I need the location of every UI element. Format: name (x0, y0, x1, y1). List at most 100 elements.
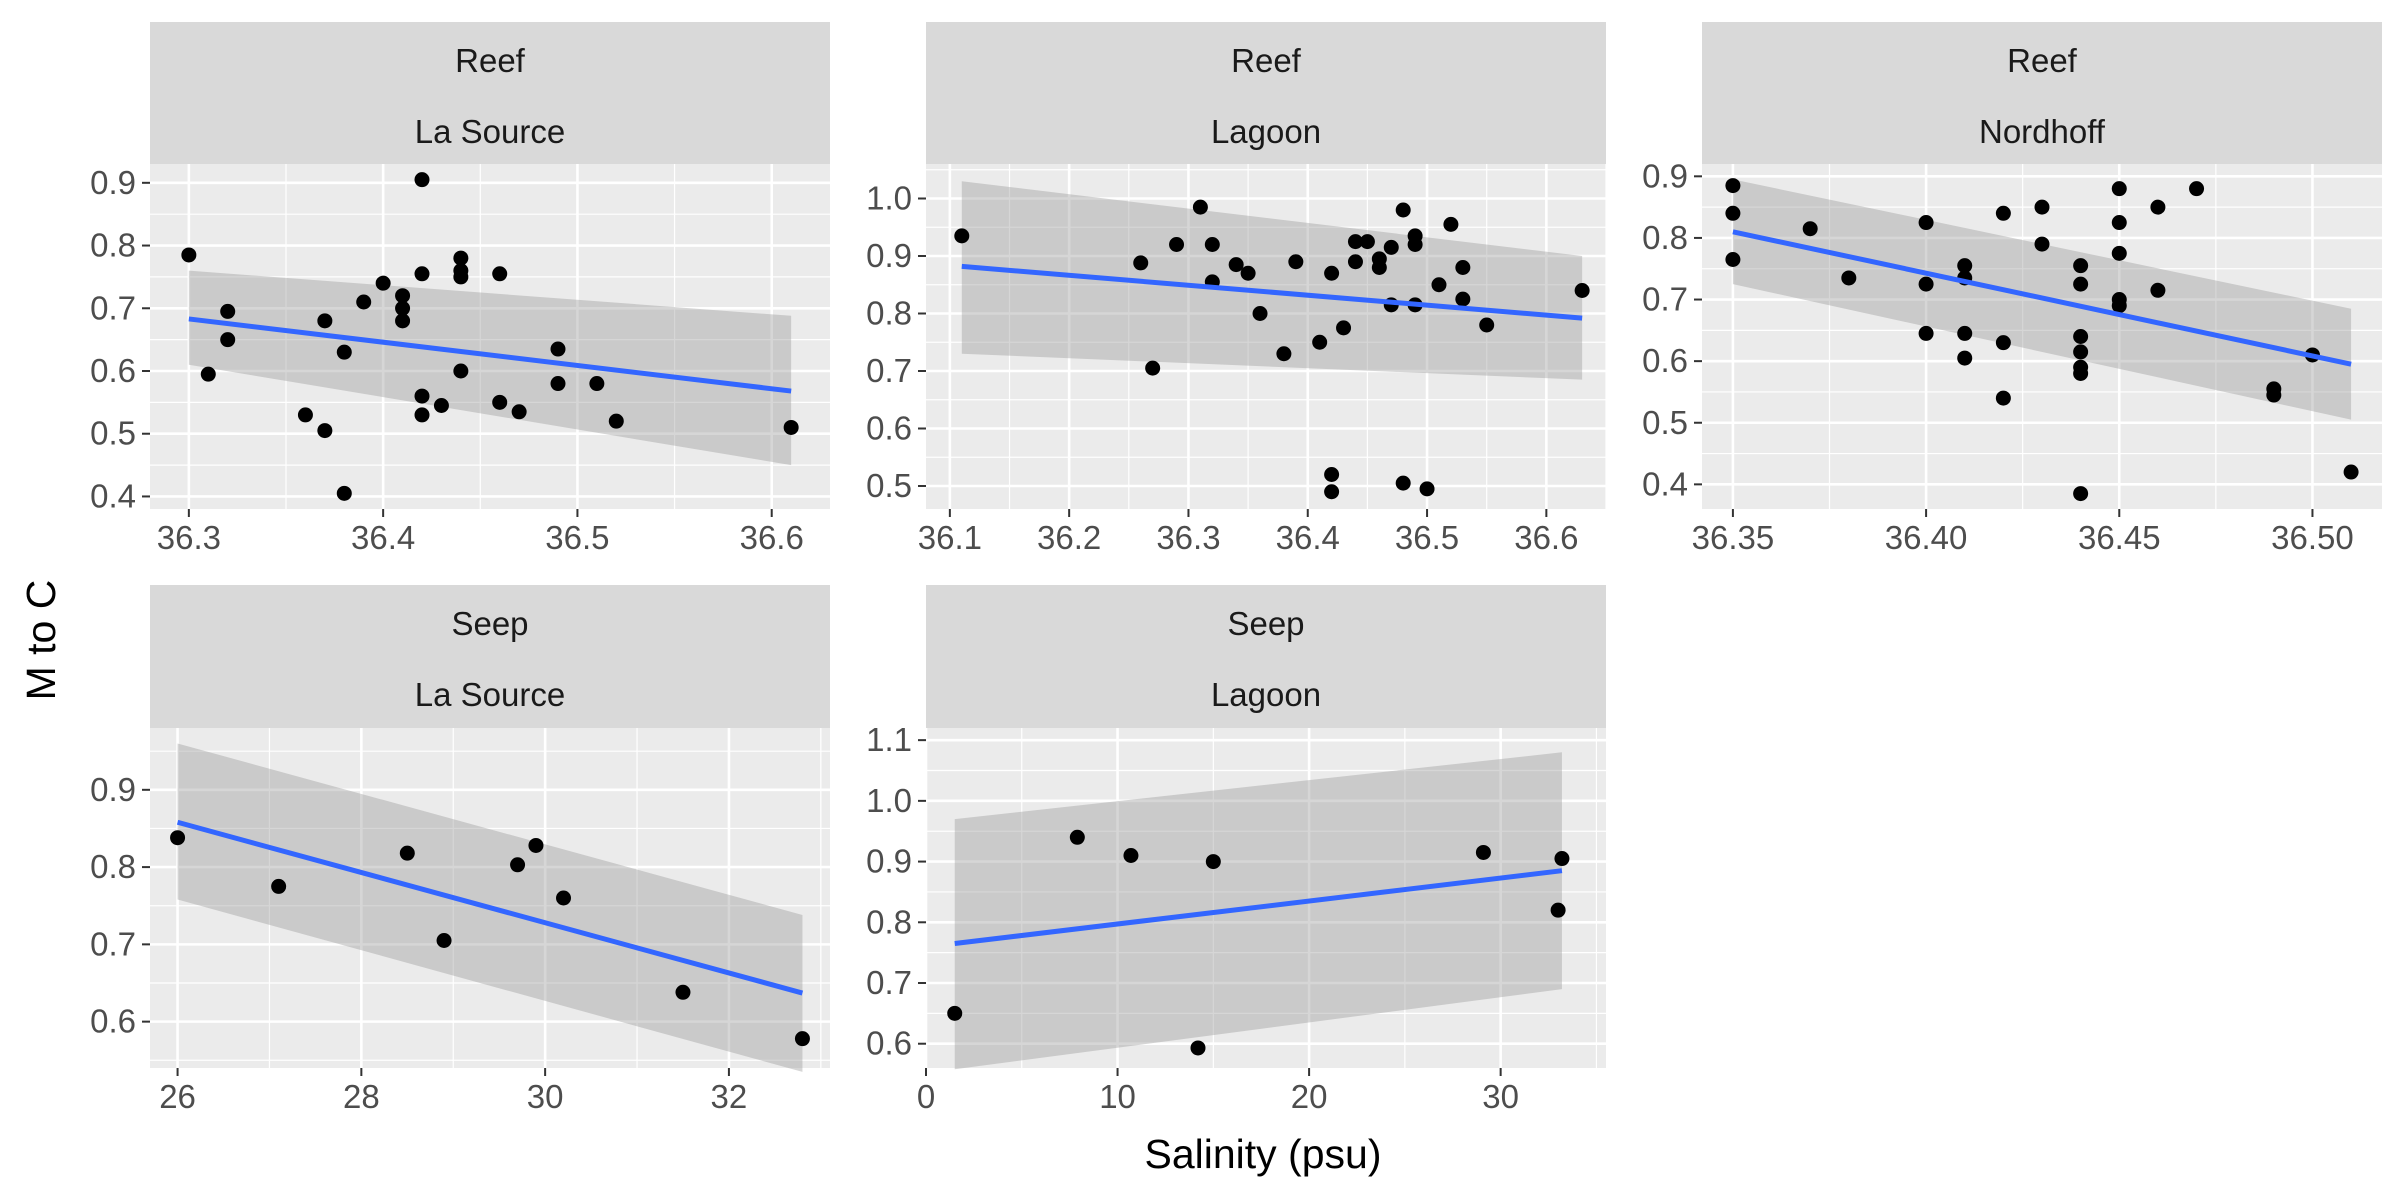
facet-strip (1702, 22, 2382, 164)
facet-strip-label-top: Reef (1231, 42, 1302, 79)
panel-background (926, 728, 1606, 1068)
data-point (2034, 236, 2050, 252)
data-point (510, 857, 526, 873)
data-point (954, 228, 970, 244)
data-point (2189, 181, 2205, 197)
x-tick-label: 36.1 (918, 519, 982, 556)
y-axis-title: M to C (18, 580, 64, 701)
data-point (1554, 851, 1570, 867)
confidence-ribbon (188, 270, 792, 466)
data-point (1957, 258, 1973, 274)
data-point (200, 366, 216, 382)
x-tick-label: 0 (917, 1078, 935, 1115)
facet-strip (150, 585, 830, 728)
y-tick-label: 1.1 (866, 721, 912, 758)
facet-strip (926, 22, 1606, 164)
x-axis-title: Salinity (psu) (1145, 1131, 1382, 1177)
data-point (356, 294, 372, 310)
x-tick-label: 36.6 (740, 519, 804, 556)
y-tick-label: 0.9 (90, 771, 136, 808)
data-point (414, 388, 430, 404)
data-point (2266, 387, 2282, 403)
facet-strip-label-bottom: La Source (415, 113, 565, 150)
x-tick-label: 30 (527, 1078, 564, 1115)
data-point (2150, 282, 2166, 298)
data-point (1995, 335, 2011, 351)
x-tick-label: 36.3 (157, 519, 221, 556)
panel-background (1702, 164, 2382, 509)
x-tick-label: 36.4 (351, 519, 415, 556)
data-point (220, 303, 236, 319)
data-point (1455, 291, 1471, 307)
data-point (1479, 317, 1495, 333)
x-tick-label: 30 (1482, 1078, 1519, 1115)
y-tick-label: 1.0 (866, 782, 912, 819)
data-point (414, 407, 430, 423)
data-point (1312, 334, 1328, 350)
y-tick-label: 0.8 (866, 295, 912, 332)
data-point (414, 266, 430, 282)
y-tick-label: 0.9 (90, 164, 136, 201)
data-point (1841, 270, 1857, 286)
y-tick-label: 0.8 (90, 227, 136, 264)
y-tick-label: 0.8 (90, 848, 136, 885)
x-tick-label: 26 (159, 1078, 196, 1115)
data-point (2034, 199, 2050, 215)
y-tick-label: 0.6 (866, 410, 912, 447)
y-tick-label: 0.7 (866, 352, 912, 389)
data-point (1240, 265, 1256, 281)
data-point (1802, 221, 1818, 237)
facet-strip-label-top: Seep (451, 605, 528, 642)
data-point (433, 398, 449, 413)
data-point (395, 288, 411, 304)
gridlines (150, 164, 830, 509)
data-point (181, 247, 197, 263)
confidence-ribbon (954, 752, 1562, 1070)
data-point (1324, 467, 1340, 482)
data-point (1383, 239, 1399, 255)
data-point (2073, 486, 2089, 502)
data-point (1069, 829, 1085, 845)
panel-background (150, 728, 830, 1068)
x-tick-label: 36.2 (1037, 519, 1101, 556)
data-point (1205, 854, 1221, 870)
data-point (492, 266, 508, 282)
points (947, 829, 1570, 1056)
facet-strip-label-top: Reef (455, 42, 526, 79)
data-point (453, 250, 469, 266)
data-point (2343, 464, 2359, 480)
data-point (220, 332, 236, 348)
data-point (1455, 260, 1471, 275)
data-point (1133, 255, 1149, 271)
data-point (1443, 216, 1459, 232)
data-point (2111, 181, 2127, 197)
y-tick-label: 0.8 (866, 903, 912, 940)
data-point (1336, 320, 1352, 336)
x-tick-label: 36.4 (1276, 519, 1340, 556)
y-tick-label: 0.9 (1642, 157, 1688, 194)
fit-line (188, 316, 792, 394)
points (181, 172, 799, 501)
y-tick-label: 0.5 (866, 467, 912, 504)
y-tick-label: 0.7 (90, 925, 136, 962)
x-tick-label: 36.5 (545, 519, 609, 556)
data-point (2073, 258, 2089, 274)
data-point (589, 376, 605, 392)
facet-panels: Reef La Source 0.4 0.5 0.6 0.7 0.8 0.9 36.3 36.4 3… (90, 22, 2382, 1115)
data-point (453, 269, 469, 285)
data-point (1190, 1040, 1206, 1056)
data-point (1725, 251, 1741, 267)
fit-line (954, 868, 1563, 947)
x-tick-label: 32 (711, 1078, 748, 1115)
points (1725, 178, 2359, 502)
data-point (947, 1005, 963, 1021)
facet-panel-4: Seep La Source 0.6 0.7 0.8 0.9 26 28 30 32 (90, 585, 830, 1115)
data-point (1359, 234, 1375, 250)
data-point (336, 485, 352, 501)
x-tick-label: 36.45 (2078, 519, 2161, 556)
points (170, 830, 810, 1047)
facet-strip (150, 22, 830, 164)
data-point (1395, 475, 1411, 491)
data-point (1324, 265, 1340, 281)
